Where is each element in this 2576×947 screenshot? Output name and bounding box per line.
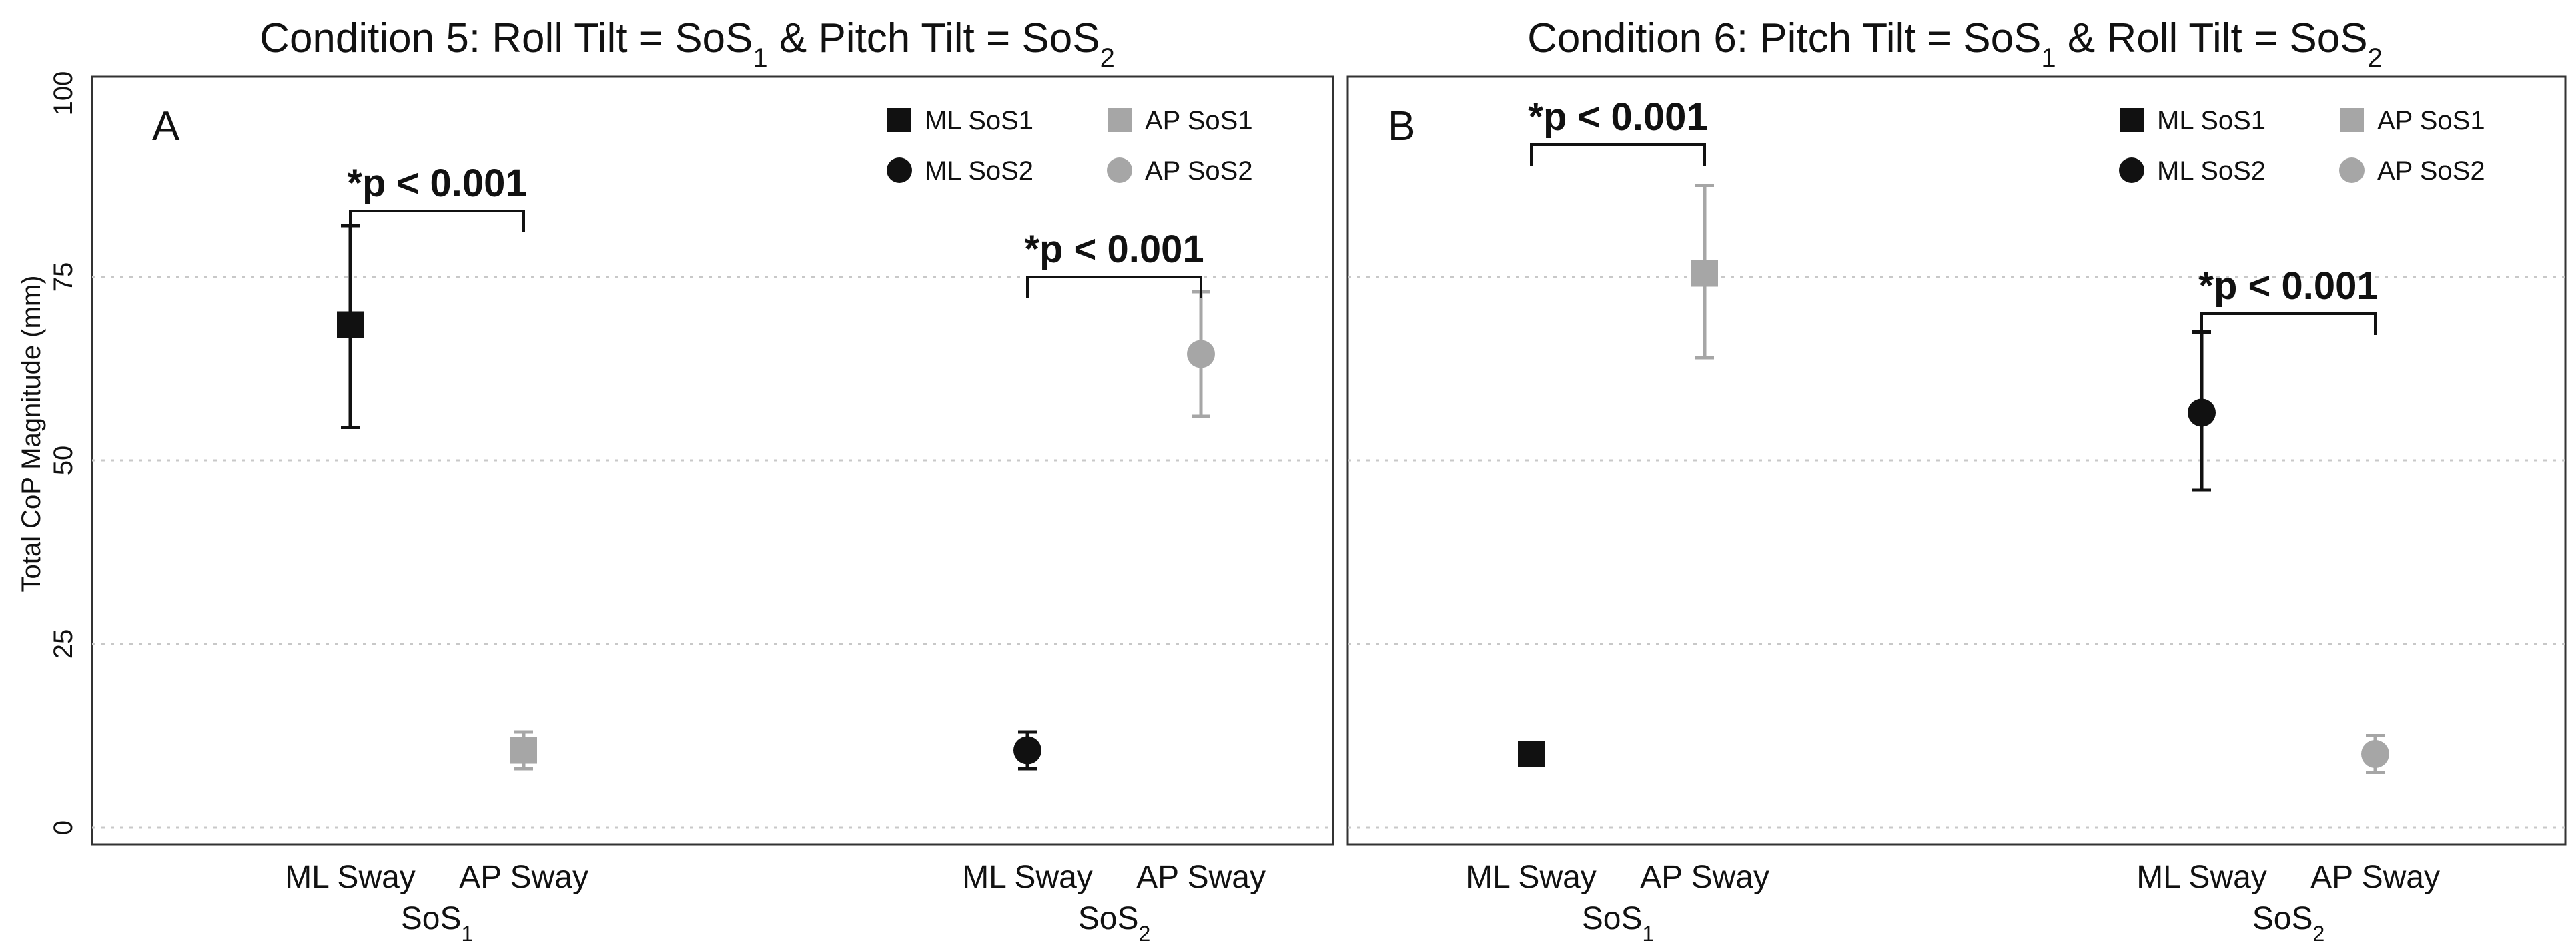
bracket-line [2200, 312, 2377, 335]
data-point [510, 730, 537, 771]
legend-label: AP SoS2 [1145, 156, 1253, 186]
legend-item: ML SoS1 [887, 106, 1033, 135]
circle-marker [2188, 398, 2216, 427]
legend-circle-marker [2339, 157, 2365, 183]
legend-circle-marker [887, 157, 912, 183]
significance-bracket: *p < 0.001 [1528, 95, 1708, 166]
data-point [1187, 290, 1215, 418]
x-tick-label: ML Sway [285, 860, 416, 895]
panel-b: Condition 6: Pitch Tilt = SoS1 & Roll Ti… [1346, 15, 2567, 946]
group-label: SoS2 [2252, 901, 2325, 946]
legend-item: ML SoS1 [2120, 106, 2266, 135]
legend-item: ML SoS2 [887, 156, 1033, 186]
panel-letter: B [1388, 103, 1415, 149]
y-axis-label: Total CoP Magnitude (mm) [17, 276, 46, 593]
y-tick-label: 50 [49, 446, 78, 476]
significance-bracket: *p < 0.001 [2198, 264, 2379, 335]
chart-title: Condition 6: Pitch Tilt = SoS1 & Roll Ti… [1527, 15, 2383, 73]
legend-item: AP SoS1 [1108, 106, 1253, 135]
circle-marker [1187, 340, 1215, 368]
circle-marker [1013, 736, 1041, 765]
square-marker [510, 737, 537, 764]
data-point [1013, 730, 1041, 771]
legend-label: ML SoS1 [2157, 106, 2266, 135]
significance-bracket: *p < 0.001 [1024, 228, 1204, 298]
x-tick-label: AP Sway [2310, 860, 2440, 895]
square-marker [1518, 741, 1545, 767]
panels: 0 25 50 75 100 Condition 5: Roll Tilt = SoS1 … [49, 15, 2567, 946]
legend-square-marker [887, 108, 911, 132]
data-point [2188, 330, 2216, 492]
group-label: SoS2 [1078, 901, 1151, 946]
group-label: SoS1 [401, 901, 474, 946]
legend-square-marker [1108, 108, 1132, 132]
legend-circle-marker [2119, 157, 2144, 183]
legend-item: AP SoS1 [2340, 106, 2485, 135]
legend-label: ML SoS2 [2157, 156, 2266, 186]
legend-label: ML SoS2 [925, 156, 1033, 186]
chart-title: Condition 5: Roll Tilt = SoS1 & Pitch Ti… [260, 15, 1115, 73]
legend-square-marker [2340, 108, 2364, 132]
x-tick-label: AP Sway [459, 860, 588, 895]
p-value-label: *p < 0.001 [1528, 95, 1707, 139]
circle-marker [2361, 740, 2389, 768]
y-tick-label: 75 [49, 262, 78, 292]
bracket-line [1530, 143, 1706, 166]
bracket-line [349, 210, 525, 232]
y-tick-label: 100 [49, 71, 78, 116]
y-tick-label: 0 [49, 820, 78, 835]
legend-circle-marker [1107, 157, 1132, 183]
legend-label: ML SoS1 [925, 106, 1033, 135]
square-marker [1691, 260, 1718, 287]
legend-label: AP SoS2 [2377, 156, 2485, 186]
data-point [1518, 741, 1545, 767]
legend-label: AP SoS1 [2377, 106, 2485, 135]
p-value-label: *p < 0.001 [1024, 228, 1204, 271]
plot-frame [91, 75, 1334, 846]
group-label: SoS1 [1582, 901, 1655, 946]
square-marker [337, 311, 364, 338]
legend-item: AP SoS2 [2339, 156, 2485, 186]
panel-letter: A [152, 103, 180, 149]
x-tick-label: AP Sway [1640, 860, 1769, 895]
legend-square-marker [2120, 108, 2144, 132]
data-point [337, 224, 364, 429]
significance-bracket: *p < 0.001 [347, 162, 527, 232]
p-value-label: *p < 0.001 [2198, 264, 2378, 308]
p-value-label: *p < 0.001 [347, 162, 526, 205]
y-tick-label: 25 [49, 629, 78, 659]
legend-item: AP SoS2 [1107, 156, 1253, 186]
panel-a: 0 25 50 75 100 Condition 5: Roll Tilt = SoS1 … [49, 15, 1334, 946]
legend-label: AP SoS1 [1145, 106, 1253, 135]
legend-item: ML SoS2 [2119, 156, 2266, 186]
data-point [1691, 184, 1718, 360]
bracket-line [1026, 276, 1202, 298]
x-tick-label: ML Sway [1466, 860, 1597, 895]
data-point [2361, 734, 2389, 774]
x-tick-label: ML Sway [2136, 860, 2267, 895]
x-tick-label: AP Sway [1136, 860, 1266, 895]
x-tick-label: ML Sway [962, 860, 1093, 895]
